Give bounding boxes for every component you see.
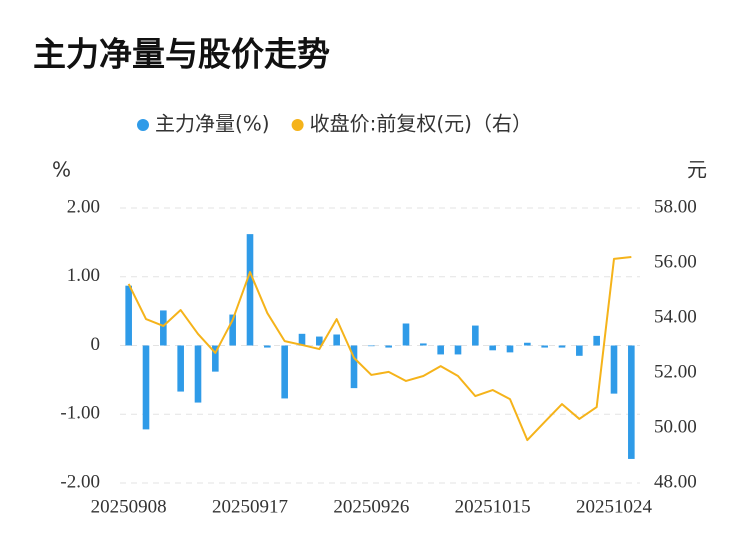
bar bbox=[194, 345, 202, 403]
bar bbox=[593, 335, 600, 346]
bar bbox=[333, 334, 340, 346]
bar bbox=[541, 345, 548, 348]
bar bbox=[472, 325, 479, 346]
x-tick-label: 20250908 bbox=[91, 496, 167, 517]
bar bbox=[506, 345, 514, 353]
y-tick-label: -2.00 bbox=[60, 471, 100, 492]
bar bbox=[385, 345, 392, 348]
bar bbox=[298, 333, 306, 346]
y2-axis-label: 元 bbox=[687, 158, 707, 182]
bar bbox=[316, 336, 323, 346]
legend-label: 收盘价:前复权(元)（右） bbox=[310, 112, 532, 136]
bar bbox=[420, 343, 427, 346]
bar bbox=[212, 345, 219, 372]
y2-tick-label: 58.00 bbox=[654, 196, 697, 217]
y-tick-label: 0 bbox=[91, 334, 101, 355]
bar bbox=[142, 345, 150, 430]
y-tick-label: 1.00 bbox=[67, 265, 100, 286]
y2-tick-label: 50.00 bbox=[654, 416, 697, 437]
bar bbox=[454, 345, 462, 355]
x-tick-label: 20251015 bbox=[455, 496, 531, 517]
bar bbox=[125, 285, 132, 346]
bar bbox=[350, 345, 358, 389]
legend-label: 主力净量(%) bbox=[155, 112, 270, 136]
y2-tick-label: 56.00 bbox=[654, 251, 697, 272]
bar bbox=[246, 234, 254, 346]
bar bbox=[524, 342, 531, 346]
y-tick-label: 2.00 bbox=[67, 196, 100, 217]
bar bbox=[558, 345, 566, 348]
x-tick-label: 20251024 bbox=[576, 496, 653, 517]
bar bbox=[437, 345, 444, 355]
bar bbox=[229, 314, 236, 346]
bar bbox=[489, 345, 496, 351]
y2-tick-label: 48.00 bbox=[654, 471, 697, 492]
bar bbox=[160, 310, 167, 346]
bar bbox=[264, 345, 271, 348]
bar bbox=[281, 345, 288, 399]
chart-title: 主力净量与股价走势 bbox=[33, 35, 330, 74]
x-tick-label: 20250926 bbox=[333, 496, 409, 517]
bar bbox=[576, 345, 583, 356]
y2-tick-label: 54.00 bbox=[654, 306, 697, 327]
y-axis-label: % bbox=[52, 158, 71, 182]
x-tick-label: 20250917 bbox=[212, 496, 288, 517]
legend-marker bbox=[291, 119, 304, 131]
y2-tick-label: 52.00 bbox=[654, 361, 697, 382]
legend-marker bbox=[137, 119, 149, 131]
bar bbox=[610, 345, 618, 394]
bar bbox=[402, 323, 410, 346]
bar bbox=[628, 345, 635, 459]
bar bbox=[177, 345, 184, 392]
bar bbox=[368, 345, 375, 347]
y-tick-label: -1.00 bbox=[60, 403, 100, 424]
price-line bbox=[127, 255, 632, 442]
